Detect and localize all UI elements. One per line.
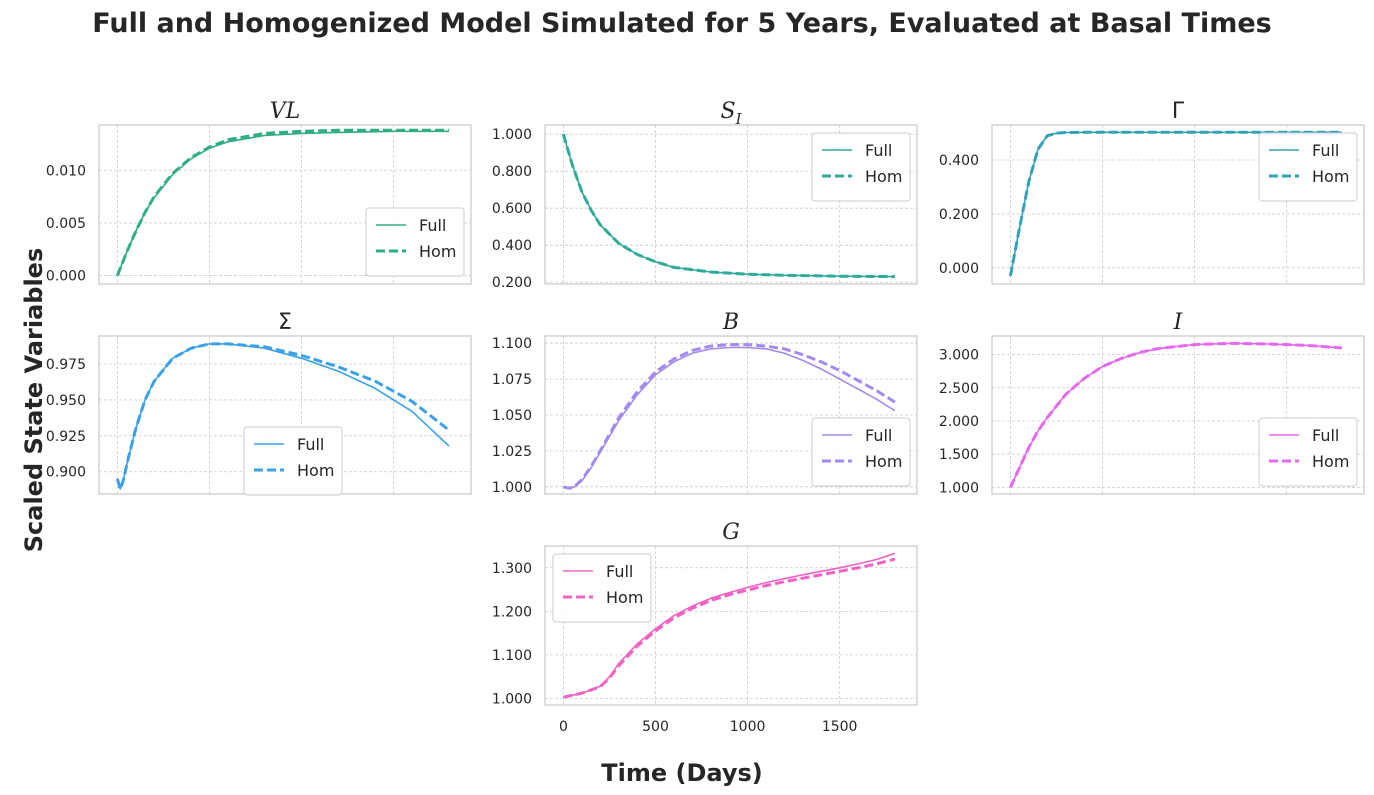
legend-label-full: Full [1312,141,1339,160]
y-tick-label: 1.100 [492,648,532,664]
y-tick-label: 1.300 [492,561,532,577]
y-tick-label: 0.000 [939,261,979,277]
y-tick-label: 0.600 [492,201,532,217]
plot-frame [991,124,1365,285]
figure-y-label: Scaled State Variables [20,248,48,553]
y-tick-label: 0.950 [46,393,86,409]
y-tick-label: 0.005 [46,216,86,232]
x-tick-label: 1000 [730,719,766,735]
series-line-hom [1009,341,1343,489]
panel-title: SI [720,99,742,128]
y-tick-label: 0.900 [46,465,86,481]
x-tick-label: 500 [642,719,669,735]
series-line-hom [563,343,896,490]
y-tick-label: 1.000 [492,691,532,707]
panel-title: VL [270,99,301,124]
legend: Full Hom [811,417,911,487]
y-tick-label: 2.000 [939,414,979,430]
panel-title: G [722,520,740,545]
legend: Full Hom [365,207,465,277]
y-tick-label: 1.075 [492,372,532,388]
y-tick-label: 1.000 [939,480,979,496]
legend-label-hom: Hom [606,588,643,607]
plot-frame [544,124,918,285]
panels: 0.0000.0050.010VLFullHom0.2000.4000.6000… [46,99,1365,735]
y-tick-label: 0.925 [46,429,86,445]
x-tick-label: 0 [559,719,568,735]
panel-vl: 0.000 0.005 0.010 VL Full Hom [46,99,472,285]
y-tick-label: 0.800 [492,164,532,180]
panel-title: I [1173,310,1184,335]
panel-title-text: I [1173,310,1184,335]
legend: Full Hom [811,132,911,202]
y-tick-label: 2.500 [939,381,979,397]
y-tick-label: 1.050 [492,408,532,424]
series-line-hom [1008,130,1342,277]
y-tick-label: 0.975 [46,357,86,373]
legend-label-hom: Hom [865,167,902,186]
y-tick-label: 1.200 [492,604,532,620]
y-tick-label: 1.000 [492,127,532,143]
panel-title: B [722,310,739,335]
legend: Full Hom [243,426,343,496]
y-tick-label: 0.400 [939,153,979,169]
legend-label-hom: Hom [1312,167,1349,186]
figure-title: Full and Homogenized Model Simulated for… [92,8,1272,39]
panel-title-text: Σ [278,310,292,335]
x-tick-label: 1500 [822,719,858,735]
plot-frame [544,545,918,706]
panel-b: 1.000 1.025 1.050 1.075 1.100 B Full Hom [492,310,918,496]
legend-label-hom: Hom [865,452,902,471]
legend: Full Hom [552,553,652,623]
plot-frame [991,335,1365,495]
y-tick-label: 1.000 [492,480,532,496]
plot-frame [544,335,918,495]
panel-title-subscript: I [735,110,743,128]
panel-g: 1.000 1.100 1.200 1.300 0 500 1000 1500 G Full Hom [492,520,918,735]
plot-frame [98,124,472,285]
legend-label-hom: Hom [1312,452,1349,471]
panel-title-text: S [720,99,735,124]
series-line-hom [561,133,895,279]
panel-title: Γ [1172,99,1185,124]
y-tick-label: 3.000 [939,348,979,364]
panel-title-text: VL [270,99,301,124]
panel-gamma: 0.000 0.200 0.400 Γ Full Hom [939,99,1365,285]
legend-label-hom: Hom [297,461,334,480]
legend-label-full: Full [865,141,892,160]
series-line-hom [115,342,450,491]
y-tick-label: 0.010 [46,163,86,179]
panel-i: 1.000 1.500 2.000 2.500 3.000 I Full Hom [939,310,1365,496]
legend: Full Hom [1258,417,1358,487]
y-tick-label: 0.200 [939,207,979,223]
y-tick-label: 0.200 [492,275,532,291]
panel-title-text: Γ [1172,99,1185,124]
y-tick-label: 0.400 [492,238,532,254]
legend-label-full: Full [419,216,446,235]
series-line-hom [563,557,896,699]
panel-s-i: 0.200 0.400 0.600 0.800 1.000 SI Full Hom [492,99,918,291]
y-tick-label: 0.000 [46,269,86,285]
legend: Full Hom [1258,132,1358,202]
series-line-hom [116,128,449,277]
panel-title-text: B [722,310,739,335]
figure-x-label: Time (Days) [601,759,762,787]
legend-label-full: Full [1312,426,1339,445]
legend-label-full: Full [606,562,633,581]
legend-label-full: Full [865,426,892,445]
y-tick-label: 1.025 [492,444,532,460]
panel-title: Σ [278,310,292,335]
panel-title-text: G [722,520,740,545]
legend-label-hom: Hom [419,242,456,261]
y-tick-label: 1.100 [492,336,532,352]
y-tick-label: 1.500 [939,447,979,463]
panel-sigma: 0.900 0.925 0.950 0.975 Σ Full Hom [46,310,472,496]
legend-label-full: Full [297,435,324,454]
